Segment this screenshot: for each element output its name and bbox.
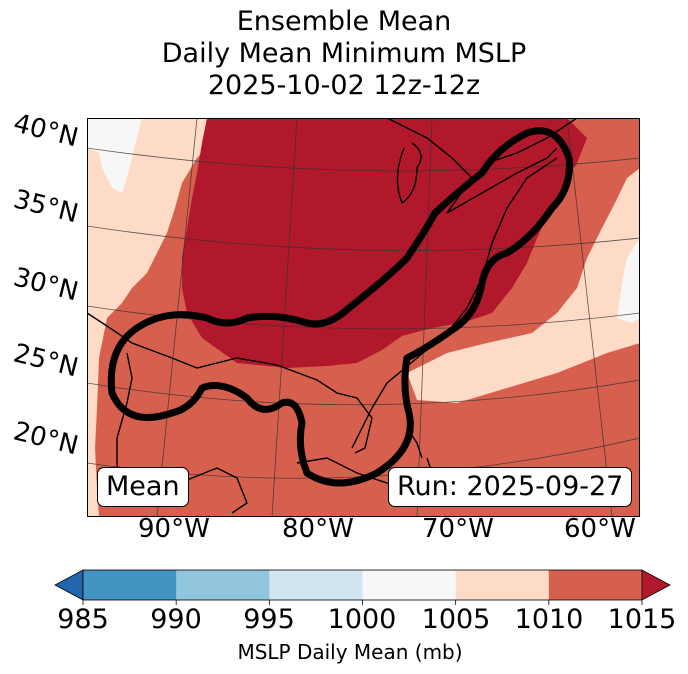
colorbar-tick-1010: 1010 [514, 604, 584, 635]
colorbar-tick-985: 985 [57, 604, 109, 635]
colorbar-tick-1005: 1005 [421, 604, 491, 635]
grid-lat-40 [87, 147, 640, 172]
grid-lat-35 [87, 225, 640, 251]
field-1000-1005-northwest [87, 118, 142, 193]
map-panel [87, 118, 640, 517]
lat-label-30n: 30°N [10, 262, 82, 308]
colorbar-band-990 [176, 570, 270, 600]
colorbar-band-1000 [362, 570, 457, 600]
lat-label-20n: 20°N [10, 416, 82, 462]
lon-label-70w: 70°W [422, 514, 494, 544]
coast-nova-scotia [486, 118, 578, 164]
map-frame [87, 118, 640, 517]
mean-annotation: Mean [97, 467, 189, 507]
colorbar [54, 569, 671, 605]
coast-gulf [87, 312, 373, 454]
colorbar-tick-1015: 1015 [607, 604, 677, 635]
coast-great-lakes [386, 118, 558, 214]
run-date-annotation: Run: 2025-09-27 [388, 467, 633, 507]
field-1000-1005-east [617, 238, 640, 323]
contour-1015-mb [107, 127, 573, 487]
title-line-3: 2025-10-02 12z-12z [207, 70, 481, 101]
colorbar-band-995 [269, 570, 363, 600]
coast-east [351, 157, 558, 449]
title-line-1: Ensemble Mean [236, 6, 452, 37]
coast-lake-michigan [396, 142, 422, 205]
grid-lat-25 [87, 379, 640, 406]
colorbar-extend-max [641, 569, 671, 601]
colorbar-label: MSLP Daily Mean (mb) [237, 640, 463, 664]
lon-label-80w: 80°W [282, 514, 354, 544]
colorbar-tick-995: 995 [243, 604, 295, 635]
colorbar-tick-990: 990 [150, 604, 202, 635]
colorbar-band-985 [83, 570, 177, 600]
field-1005-1010-atlantic [407, 168, 640, 403]
lat-label-35n: 35°N [10, 184, 82, 230]
lat-label-40n: 40°N [10, 108, 82, 154]
colorbar-band-1010 [548, 570, 643, 600]
grid-lon-60 [566, 118, 613, 517]
lon-label-60w: 60°W [564, 514, 636, 544]
colorbar-band-1005 [455, 570, 550, 600]
field-gt-1015 [182, 118, 587, 368]
field-1005-1010-west [87, 118, 222, 517]
title-line-2: Daily Mean Minimum MSLP [161, 38, 527, 69]
lon-label-90w: 90°W [138, 514, 210, 544]
colorbar-extend-min [54, 569, 84, 601]
colorbar-tick-1000: 1000 [327, 604, 397, 635]
lat-label-25n: 25°N [10, 338, 82, 384]
